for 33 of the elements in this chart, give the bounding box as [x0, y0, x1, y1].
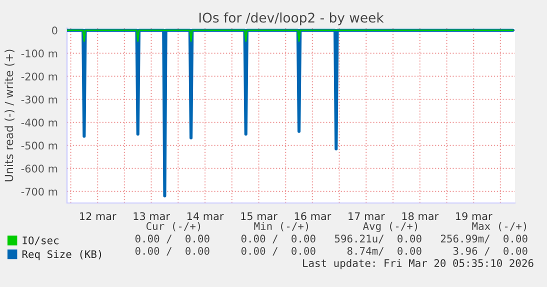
text: 0.00 / 0.00	[135, 234, 210, 244]
x-tick-label: 13 mar	[134, 212, 170, 220]
x-tick-label: 19 mar	[456, 212, 492, 220]
text: Cur (-/+)	[146, 222, 200, 232]
text: 0.00 / 0.00	[241, 234, 316, 244]
x-tick-label: 16 mar	[294, 212, 332, 220]
text: 0.00 / 0.00	[135, 246, 210, 256]
text: 596.21u/ 0.00	[334, 234, 422, 244]
y-tick-label: -700 m	[21, 188, 58, 196]
text: 8.74m/ 0.00	[347, 246, 422, 256]
text: Last update: Fri Mar 20 05:35:10 2026	[303, 258, 534, 270]
text: Min (-/+)	[254, 222, 308, 232]
chart-title: IOs for /dev/loop2 - by week	[199, 12, 384, 26]
y-tick-label: 0	[52, 26, 58, 34]
text: Avg (-/+)	[362, 222, 418, 232]
x-tick-label: 14 mar	[187, 212, 224, 220]
y-tick-label: -500 m	[21, 142, 58, 150]
text: 0.00 / 0.00	[241, 246, 316, 256]
text: Max (-/+)	[472, 222, 526, 232]
y-tick-label: -400 m	[21, 118, 58, 127]
x-tick-label: 12 mar	[80, 212, 116, 220]
y-tick-label: -300 m	[21, 96, 58, 104]
legend-label: Req Size (KB)	[22, 250, 102, 260]
text: 256.99m/ 0.00	[440, 234, 528, 244]
x-tick-label: 18 mar	[402, 212, 439, 220]
x-tick-label: 17 mar	[348, 212, 385, 220]
x-tick-label: 15 mar	[241, 212, 278, 220]
y-tick-label: -600 m	[21, 164, 58, 173]
text: 3.96 / 0.00	[453, 246, 528, 256]
y-axis-title: Units read (-) / write (+)	[4, 50, 14, 182]
legend-label: IO/sec	[22, 236, 58, 246]
y-tick-label: -200 m	[21, 72, 58, 80]
y-tick-label: -100 m	[21, 50, 58, 58]
